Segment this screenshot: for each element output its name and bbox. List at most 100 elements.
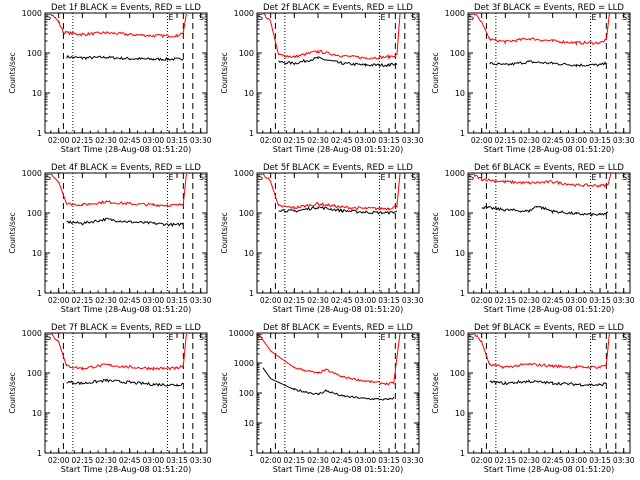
x-tick-label: 03:30: [402, 136, 424, 145]
x-tick-label: 03:30: [190, 296, 212, 305]
x-tick-label: 02:30: [95, 456, 117, 465]
x-axis-label: Start Time (28-Aug-08 01:51:20): [273, 465, 404, 474]
panel-title: Det 3f BLACK = Events, RED = LLD: [474, 3, 624, 13]
panel-det-9f: Det 9f BLACK = Events, RED = LLD 1 10 100 10…: [431, 323, 635, 474]
x-tick-label: 02:45: [542, 136, 564, 145]
panel-det-6f: Det 6f BLACK = Events, RED = LLD 1 10 100 10…: [431, 163, 635, 314]
y-tick-label: 1000: [234, 359, 254, 368]
series-line-lld: [473, 172, 612, 188]
marker-label-start: S: [622, 173, 627, 182]
marker-label-start: S: [622, 13, 627, 22]
series-line-lld: [50, 12, 187, 39]
panel-det-2f: Det 2f BLACK = Events, RED = LLD 1 10 100 10…: [220, 3, 424, 154]
y-tick-label: 1000: [445, 329, 465, 338]
x-tick-label: 02:00: [471, 136, 493, 145]
marker-label-end: E: [381, 333, 386, 342]
plot-frame: [44, 12, 208, 134]
y-tick-label: 1: [460, 449, 465, 458]
y-tick-label: 1: [37, 129, 42, 138]
series-line-events: [489, 378, 607, 387]
x-tick-label: 03:30: [190, 456, 212, 465]
panel-det-4f: Det 4f BLACK = Events, RED = LLD 1 10 100 10…: [8, 163, 212, 314]
y-tick-label: 1: [37, 449, 42, 458]
y-tick-label: 100: [27, 209, 42, 218]
y-axis-label: Counts/sec: [8, 212, 17, 253]
x-axis-label: Start Time (28-Aug-08 01:51:20): [273, 145, 404, 154]
x-tick-label: 02:30: [518, 136, 540, 145]
x-tick-label: 02:00: [471, 296, 493, 305]
y-tick-label: 10: [455, 249, 465, 258]
x-tick-label: 02:30: [518, 296, 540, 305]
x-tick-label: 02:00: [471, 456, 493, 465]
y-tick-label: 100: [450, 49, 465, 58]
x-tick-label: 02:00: [48, 456, 70, 465]
marker-label-start: S: [199, 173, 204, 182]
y-tick-label: 100: [239, 389, 254, 398]
series-line-lld: [257, 332, 401, 386]
x-tick-label: 03:00: [355, 296, 377, 305]
series-line-events: [489, 60, 607, 68]
plot-frame: [256, 12, 420, 134]
y-tick-label: 1: [460, 129, 465, 138]
panel-det-1f: Det 1f BLACK = Events, RED = LLD 1 10 100 10…: [8, 3, 212, 154]
y-tick-label: 1000: [445, 169, 465, 178]
marker-label-start: S: [258, 173, 263, 182]
x-tick-label: 03:30: [190, 136, 212, 145]
plot-frame: [467, 332, 631, 454]
x-tick-label: 02:15: [495, 296, 517, 305]
x-tick-label: 02:45: [119, 136, 141, 145]
series-line-events: [66, 378, 184, 387]
x-tick-label: 03:00: [566, 456, 588, 465]
y-tick-label: 10: [455, 409, 465, 418]
x-tick-label: 03:00: [566, 136, 588, 145]
marker-label-start: S: [46, 333, 51, 342]
y-axis-label: Counts/sec: [220, 52, 229, 93]
x-tick-label: 02:15: [284, 456, 306, 465]
x-tick-label: 03:15: [378, 136, 400, 145]
series-line-events: [262, 367, 395, 401]
y-axis-label: Counts/sec: [431, 52, 440, 93]
x-tick-label: 03:15: [589, 136, 611, 145]
series-line-lld: [50, 172, 187, 208]
series-line-lld: [473, 332, 610, 370]
x-tick-label: 03:15: [166, 136, 188, 145]
x-tick-label: 02:30: [307, 456, 329, 465]
x-axis-label: Start Time (28-Aug-08 01:51:20): [484, 145, 615, 154]
marker-label-start: S: [411, 333, 416, 342]
x-tick-label: 02:30: [95, 296, 117, 305]
y-axis-label: Counts/sec: [8, 372, 17, 413]
marker-label-end: E: [381, 13, 386, 22]
x-tick-label: 03:15: [166, 296, 188, 305]
y-tick-label: 10: [32, 89, 42, 98]
marker-label-end: E: [169, 13, 174, 22]
x-tick-label: 03:00: [143, 456, 165, 465]
x-tick-label: 02:45: [331, 456, 353, 465]
panel-title: Det 7f BLACK = Events, RED = LLD: [51, 323, 201, 333]
x-tick-label: 02:00: [48, 136, 70, 145]
x-tick-label: 03:30: [613, 296, 635, 305]
x-tick-label: 02:15: [72, 456, 94, 465]
x-tick-label: 02:00: [48, 296, 70, 305]
x-tick-label: 03:30: [402, 296, 424, 305]
x-tick-label: 03:15: [378, 296, 400, 305]
x-tick-label: 03:00: [143, 136, 165, 145]
x-tick-label: 02:15: [72, 136, 94, 145]
x-axis-label: Start Time (28-Aug-08 01:51:20): [61, 305, 192, 314]
series-line-lld: [262, 172, 401, 212]
y-tick-label: 10: [244, 89, 254, 98]
panel-title: Det 5f BLACK = Events, RED = LLD: [263, 163, 413, 173]
y-tick-label: 100: [450, 369, 465, 378]
marker-label-end: E: [169, 173, 174, 182]
panel-title: Det 9f BLACK = Events, RED = LLD: [474, 323, 624, 333]
series-line-events: [481, 205, 609, 217]
marker-label-start: S: [258, 333, 263, 342]
marker-label-end: E: [592, 173, 597, 182]
x-tick-label: 02:30: [95, 136, 117, 145]
marker-label-start: S: [46, 13, 51, 22]
y-tick-label: 1000: [234, 9, 254, 18]
x-tick-label: 03:15: [589, 296, 611, 305]
x-tick-label: 02:45: [542, 456, 564, 465]
panel-title: Det 1f BLACK = Events, RED = LLD: [51, 3, 201, 13]
plot-frame: [44, 172, 208, 294]
